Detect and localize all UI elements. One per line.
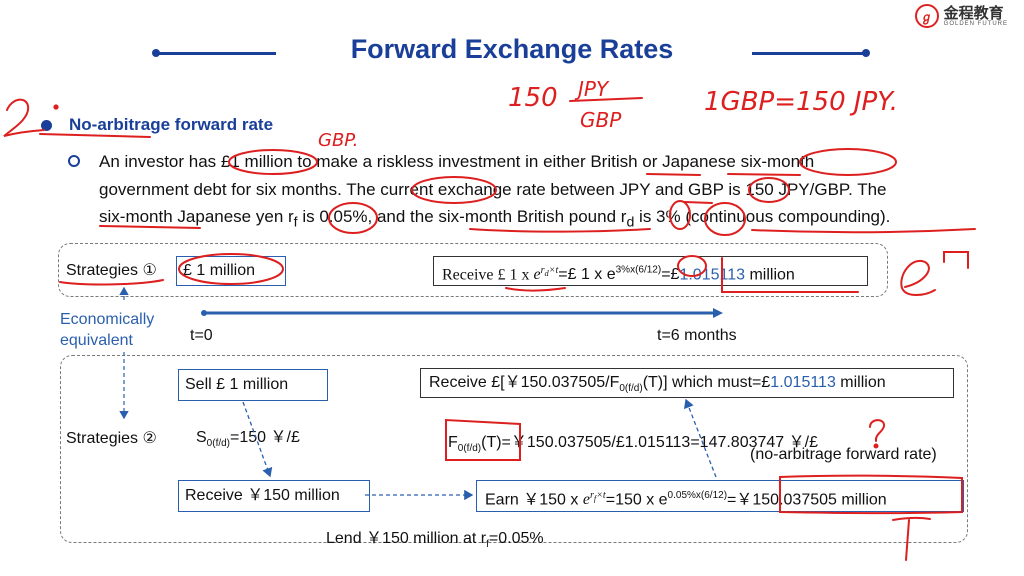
title-left-line: [156, 52, 276, 55]
section-heading: No-arbitrage forward rate: [69, 115, 274, 134]
timeline-arrowhead: [713, 308, 723, 318]
strategy2-receive-box: Receive £[￥150.037505/F0(f/d)(T)] which …: [420, 368, 954, 398]
strategy1-label: Strategies ①: [66, 262, 157, 279]
timeline-start-dot: [201, 310, 207, 316]
handwritten-e: [900, 259, 936, 296]
strategy2-value: 1.015113: [770, 374, 836, 391]
heading-bullet: [41, 120, 52, 131]
fraction-bar: [569, 97, 643, 102]
earn-box: Earn ￥150 x erf×t=150 x e0.05%x(6/12)=￥1…: [476, 480, 964, 512]
title-right-line: [752, 52, 864, 55]
timeline-end: t=6 months: [657, 327, 737, 344]
marker-two: [3, 98, 45, 137]
paragraph-line-2: government debt for six months. The curr…: [99, 179, 887, 199]
timeline-start: t=0: [190, 327, 213, 344]
brand-logo: ℊ 金程教育 GOLDEN FUTURE: [914, 4, 1008, 28]
econ-equivalent-label: Economically equivalent: [60, 311, 155, 349]
handwritten-150: 150: [508, 83, 558, 113]
strategy1-value: 1.015113: [679, 266, 745, 284]
spot-rate: S0(f/d)=150 ￥/£: [196, 429, 300, 450]
handwritten-gbp-denom: GBP: [580, 108, 622, 132]
lend-text: Lend ￥150 million at rf=0.05%: [326, 530, 544, 551]
sell-box: Sell £ 1 million: [178, 369, 328, 401]
title-right-dot: [862, 49, 870, 57]
handwritten-equation: 1GBP=150 JPY.: [704, 87, 898, 117]
problem-paragraph: An investor has £1 million to make a ris…: [99, 148, 890, 237]
paragraph-bullet: [68, 155, 80, 167]
paragraph-line-3: six-month Japanese yen rf is 0.05%, and …: [99, 207, 891, 231]
strategy2-label: Strategies ②: [66, 430, 157, 447]
strategy1-receive-box: Receive £ 1 x erd×t=£ 1 x e3%x(6/12)=£1.…: [433, 256, 868, 286]
logo-en-text: GOLDEN FUTURE: [943, 20, 1008, 27]
logo-cn-text: 金程教育: [943, 4, 1004, 22]
page-title: Forward Exchange Rates: [350, 34, 674, 64]
strategy1-region: [58, 243, 888, 297]
strategy1-amount-box: £ 1 million: [176, 256, 286, 286]
paragraph-line-1: An investor has £1 million to make a ris…: [99, 152, 815, 171]
handwritten-jpy: JPY: [574, 77, 610, 101]
logo-icon: ℊ: [914, 4, 939, 28]
strategy2-region: [60, 355, 968, 543]
no-arbitrage-note: (no-arbitrage forward rate): [750, 446, 937, 463]
receive-jpy-box: Receive ￥150 million: [178, 480, 370, 512]
